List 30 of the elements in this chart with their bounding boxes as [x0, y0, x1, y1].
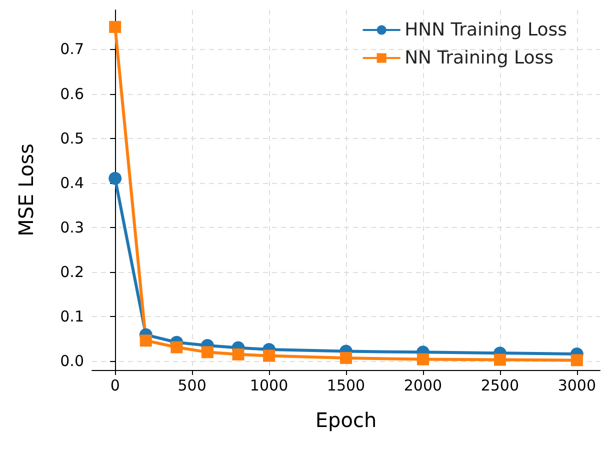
point — [570, 354, 583, 366]
y-axis-title: MSE Loss — [14, 144, 38, 236]
y-tick-label: 0.5 — [60, 129, 84, 148]
y-tick-label: 0.3 — [60, 218, 84, 236]
x-tick-label: 500 — [178, 376, 206, 394]
x-axis-title: Epoch — [315, 408, 377, 432]
x-tick-label: 1000 — [250, 376, 288, 394]
point — [170, 341, 183, 354]
legend-label: HNN Training Loss — [404, 20, 568, 40]
x-tick-label: 3000 — [558, 376, 596, 394]
y-tick-label: 0.1 — [60, 308, 84, 326]
x-tick-label: 0 — [110, 376, 120, 394]
y-tick-label: 0.7 — [60, 40, 84, 58]
point — [108, 172, 122, 185]
point — [232, 348, 244, 360]
y-tick-label: 0.6 — [60, 84, 84, 103]
x-tick-label: 1500 — [326, 376, 366, 394]
point — [340, 352, 352, 364]
point — [263, 350, 276, 362]
y-tick-label: 0.4 — [60, 174, 84, 192]
point — [109, 20, 122, 33]
x-tick-label: 2000 — [404, 376, 442, 394]
point — [201, 346, 214, 358]
point — [494, 354, 506, 366]
y-tick-label: 0.2 — [60, 262, 84, 281]
legend-label: NN Training Loss — [404, 48, 554, 68]
point — [140, 334, 152, 347]
x-tick-label: 2500 — [480, 376, 520, 394]
point — [416, 353, 429, 366]
y-tick-label: 0.0 — [60, 352, 84, 370]
